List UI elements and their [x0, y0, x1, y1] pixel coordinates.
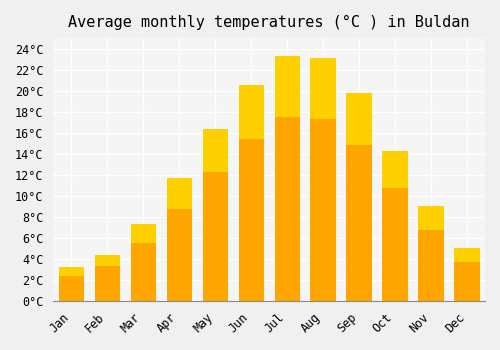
- Bar: [346, 93, 372, 145]
- Bar: [58, 267, 84, 301]
- Title: Average monthly temperatures (°C ) in Buldan: Average monthly temperatures (°C ) in Bu…: [68, 15, 470, 30]
- Bar: [274, 56, 299, 117]
- Bar: [454, 248, 479, 301]
- Bar: [238, 85, 264, 301]
- Bar: [94, 255, 120, 301]
- Bar: [130, 224, 156, 243]
- Bar: [166, 178, 192, 301]
- Bar: [202, 128, 228, 301]
- Bar: [202, 128, 228, 172]
- Bar: [418, 206, 444, 301]
- Bar: [382, 150, 407, 301]
- Bar: [94, 255, 120, 266]
- Bar: [346, 93, 372, 301]
- Bar: [310, 58, 336, 119]
- Bar: [238, 85, 264, 139]
- Bar: [130, 224, 156, 301]
- Bar: [454, 248, 479, 261]
- Bar: [382, 150, 407, 188]
- Bar: [58, 267, 84, 276]
- Bar: [418, 206, 444, 230]
- Bar: [166, 178, 192, 209]
- Bar: [274, 56, 299, 301]
- Bar: [310, 58, 336, 301]
